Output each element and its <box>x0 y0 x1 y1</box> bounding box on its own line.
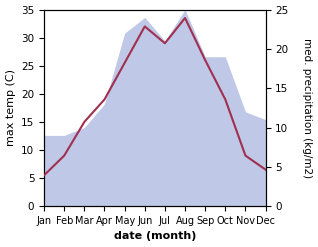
Y-axis label: max temp (C): max temp (C) <box>5 69 16 146</box>
X-axis label: date (month): date (month) <box>114 231 196 242</box>
Y-axis label: med. precipitation (kg/m2): med. precipitation (kg/m2) <box>302 38 313 178</box>
